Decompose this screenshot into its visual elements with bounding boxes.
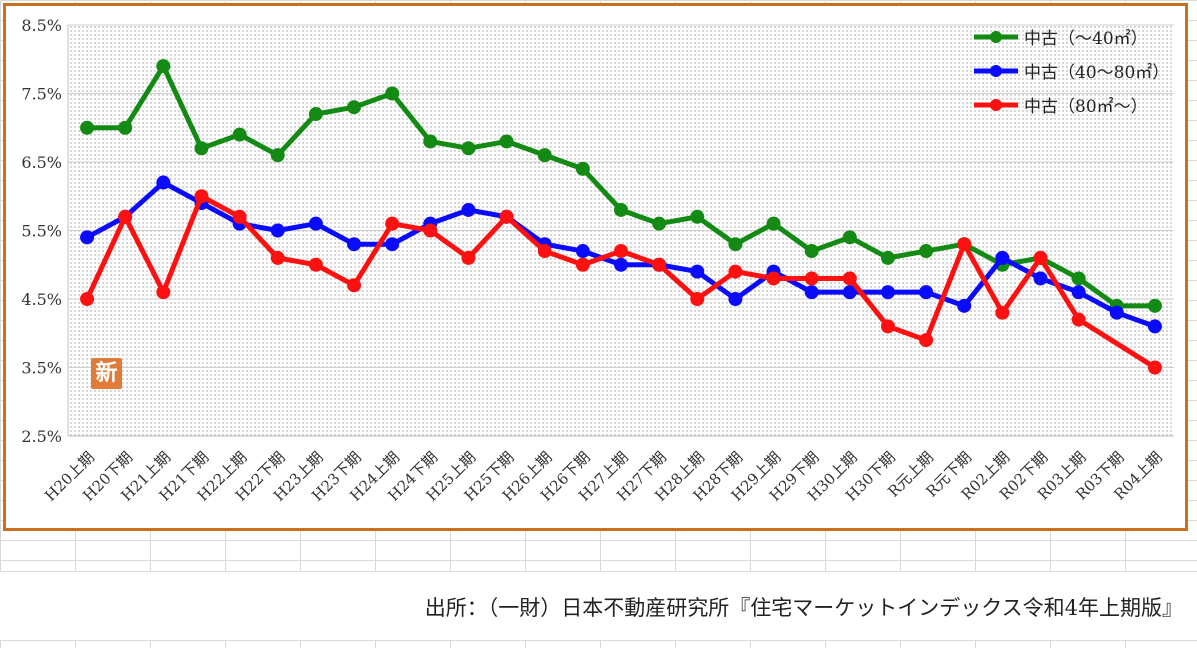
legend-label-1: 中古（～40㎡）	[1024, 29, 1148, 49]
series-3-point	[499, 209, 514, 224]
series-1-point	[766, 216, 781, 231]
y-tick-label: 7.5%	[21, 85, 62, 104]
series-3-point	[880, 319, 895, 334]
series-3-point	[1033, 250, 1048, 265]
legend-marker-2	[990, 65, 1002, 77]
series-3-point	[385, 216, 400, 231]
series-3-point	[728, 264, 743, 279]
series-3-point	[461, 250, 476, 265]
series-1-point	[652, 216, 667, 231]
series-3-point	[1071, 312, 1086, 327]
series-1-point	[1071, 271, 1086, 286]
series-3-point	[118, 209, 133, 224]
series-1-point	[461, 141, 476, 156]
series-1-point	[385, 86, 400, 101]
series-2-point	[385, 237, 400, 252]
series-1-point	[575, 161, 590, 176]
series-3-point	[842, 271, 857, 286]
series-2-point	[690, 264, 705, 279]
chart-frame: 2.5% 3.5% 4.5% 5.5% 6.5% 7.5% 8.5% H20上期 H20下期 H2…	[3, 3, 1188, 531]
y-tick-label: 4.5%	[21, 290, 62, 309]
series-1-point	[156, 59, 171, 74]
series-3-point	[232, 209, 247, 224]
series-2-point	[804, 285, 819, 300]
series-2-point	[1071, 285, 1086, 300]
y-tick-label: 2.5%	[21, 427, 62, 446]
new-badge: 新	[91, 358, 122, 389]
series-line-3	[84, 193, 1158, 370]
series-3-point	[156, 285, 171, 300]
series-3-point	[957, 237, 972, 252]
series-1-point	[804, 244, 819, 259]
series-1-point	[880, 250, 895, 265]
legend-marker-1	[990, 31, 1002, 43]
series-1-point	[614, 202, 628, 217]
series-3-point	[537, 244, 552, 259]
series-1-point	[270, 148, 285, 163]
series-1-point	[232, 127, 247, 142]
source-note: 出所：（一財）日本不動産研究所『住宅マーケットインデックス令和4年上期版』	[424, 596, 1183, 620]
series-3-point	[270, 250, 285, 265]
series-1-point	[423, 134, 438, 149]
line-chart: 2.5%3.5%4.5%5.5%6.5%7.5%8.5%H20上期H20下期H2…	[21, 16, 1174, 505]
series-3-point	[1147, 360, 1162, 375]
series-2-point	[1033, 271, 1048, 286]
series-1-point	[842, 230, 857, 245]
series-3-point	[194, 189, 209, 204]
series-2-point	[957, 298, 972, 313]
series-3-point	[804, 271, 819, 286]
legend-marker-3	[990, 99, 1002, 111]
series-2-point	[1147, 319, 1162, 334]
series-2-point	[461, 202, 476, 217]
series-2-point	[308, 216, 323, 231]
series-3-point	[766, 271, 781, 286]
series-3-point	[575, 257, 590, 272]
legend-label-3: 中古（80㎡～）	[1024, 97, 1148, 117]
series-3-point	[995, 305, 1010, 320]
series-3-point	[614, 244, 628, 259]
series-3-point	[652, 257, 667, 272]
source-band: 出所：（一財）日本不動産研究所『住宅マーケットインデックス令和4年上期版』	[0, 571, 1197, 641]
series-1-point	[308, 107, 323, 122]
series-2-point	[80, 230, 95, 245]
series-2-point	[728, 292, 743, 306]
series-1-point	[118, 120, 133, 135]
series-1-point	[690, 209, 705, 224]
series-3-point	[347, 278, 362, 293]
series-3-point	[690, 292, 705, 306]
series-2-point	[1109, 305, 1124, 320]
y-tick-label: 8.5%	[21, 16, 62, 35]
series-3-point	[919, 333, 934, 348]
series-2-point	[614, 257, 628, 272]
series-1-point	[80, 120, 95, 135]
series-1-point	[347, 100, 362, 115]
series-3-point	[308, 257, 323, 272]
series-2-point	[995, 250, 1010, 265]
series-2-point	[347, 237, 362, 252]
series-2-point	[575, 244, 590, 259]
series-1-point	[1147, 298, 1162, 313]
series-1-point	[728, 237, 743, 252]
series-1-point	[537, 148, 552, 163]
y-tick-label: 3.5%	[21, 359, 62, 378]
series-3-point	[423, 223, 438, 238]
legend-label-2: 中古（40～80㎡）	[1024, 63, 1169, 83]
series-2-point	[156, 175, 171, 190]
series-1-point	[194, 141, 209, 156]
series-2-point	[919, 285, 934, 300]
series-2-point	[842, 285, 857, 300]
series-1-point	[499, 134, 514, 149]
series-2-point	[270, 223, 285, 238]
series-1-point	[919, 244, 934, 259]
series-2-point	[880, 285, 895, 300]
y-tick-label: 5.5%	[21, 222, 62, 241]
series-3-point	[80, 292, 95, 306]
y-tick-label: 6.5%	[21, 153, 62, 172]
